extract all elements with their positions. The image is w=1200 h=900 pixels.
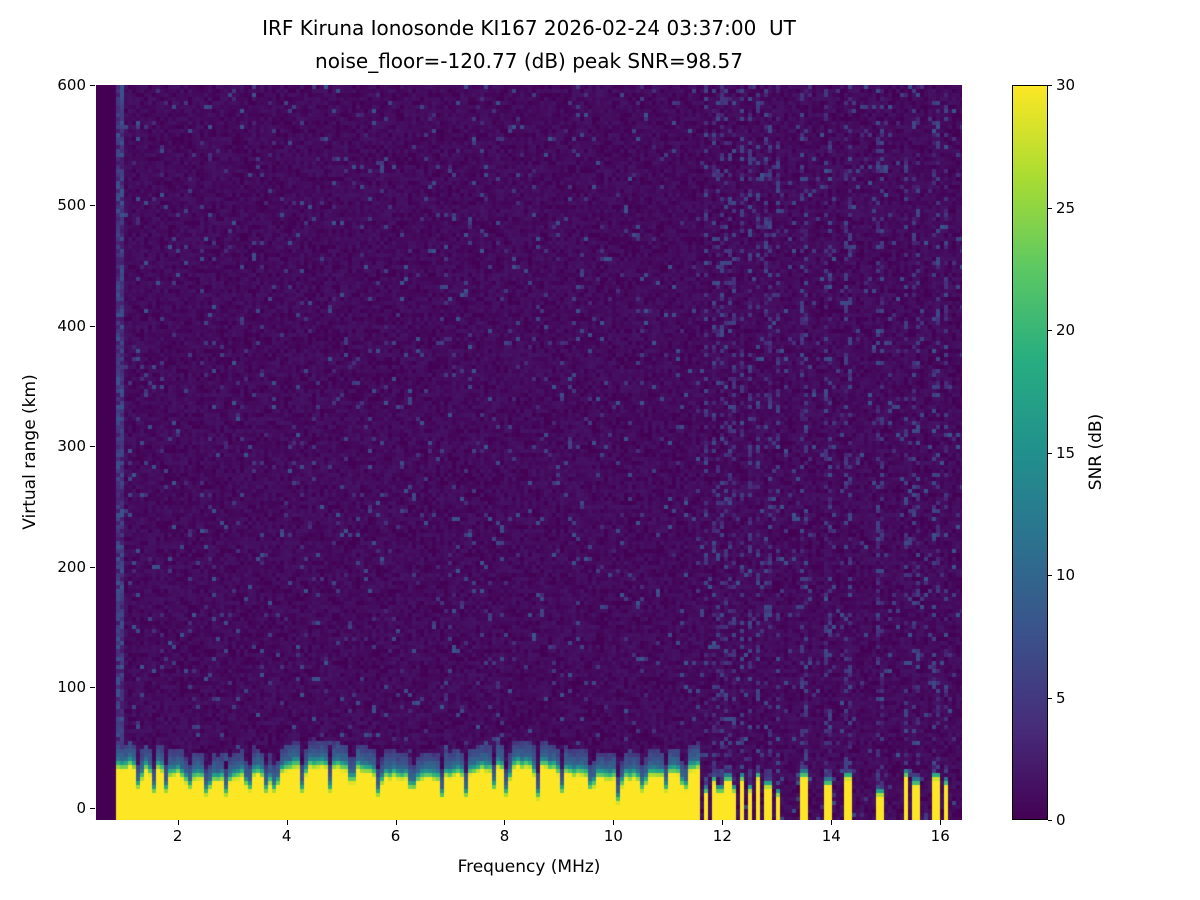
colorbar-tick-mark [1048,575,1052,576]
colorbar-label: SNR (dB) [1086,413,1106,491]
x-tick-label: 8 [499,827,510,845]
x-tick-label: 12 [712,827,732,845]
colorbar-tick-label: 15 [1056,443,1076,462]
y-tick-label: 200 [57,557,86,576]
x-tick-mark [831,820,833,825]
y-tick-mark [90,566,95,568]
colorbar-tick-label: 30 [1056,76,1076,94]
chart-subtitle: noise_floor=-120.77 (dB) peak SNR=98.57 [315,49,743,73]
x-tick-label: 2 [172,827,183,845]
y-tick-mark [90,446,95,448]
x-tick-label: 4 [281,827,292,845]
colorbar-tick-label: 0 [1056,811,1066,829]
y-tick-mark [90,325,95,327]
y-tick-label: 600 [57,76,86,94]
colorbar-tick-label: 25 [1056,198,1076,217]
x-axis-label: Frequency (MHz) [457,857,601,877]
colorbar-tick-mark [1048,330,1052,331]
colorbar-tick-label: 20 [1056,321,1076,339]
y-axis-label: Virtual range (km) [20,374,40,530]
x-tick-mark [504,820,506,825]
x-tick-mark [613,820,615,825]
x-tick-mark [395,820,397,825]
y-tick-mark [90,205,95,207]
colorbar-tick-mark [1048,820,1052,821]
x-tick-mark [940,820,942,825]
colorbar-tick-mark [1048,452,1052,454]
colorbar-tick-mark [1048,85,1052,86]
colorbar-tick-label: 5 [1056,688,1066,707]
y-tick-mark [90,85,95,86]
colorbar-tick-label: 10 [1056,566,1076,584]
y-tick-label: 100 [57,678,86,697]
x-tick-label: 6 [390,827,401,845]
chart-title: IRF Kiruna Ionosonde KI167 2026-02-24 03… [262,16,796,40]
x-tick-mark [177,820,179,825]
y-tick-label: 400 [57,316,86,335]
y-tick-mark [90,807,95,809]
colorbar-tick-mark [1048,697,1052,699]
plot-area [96,85,962,820]
y-tick-label: 0 [76,798,86,817]
y-tick-mark [90,687,95,689]
x-tick-label: 16 [930,827,950,845]
y-tick-label: 300 [57,437,86,456]
colorbar [1012,85,1048,820]
y-tick-label: 500 [57,196,86,215]
x-tick-label: 10 [603,827,623,845]
x-tick-mark [286,820,288,825]
x-tick-label: 14 [821,827,841,845]
x-tick-mark [722,820,724,825]
ionogram-heatmap-canvas [96,85,962,820]
colorbar-tick-mark [1048,207,1052,209]
